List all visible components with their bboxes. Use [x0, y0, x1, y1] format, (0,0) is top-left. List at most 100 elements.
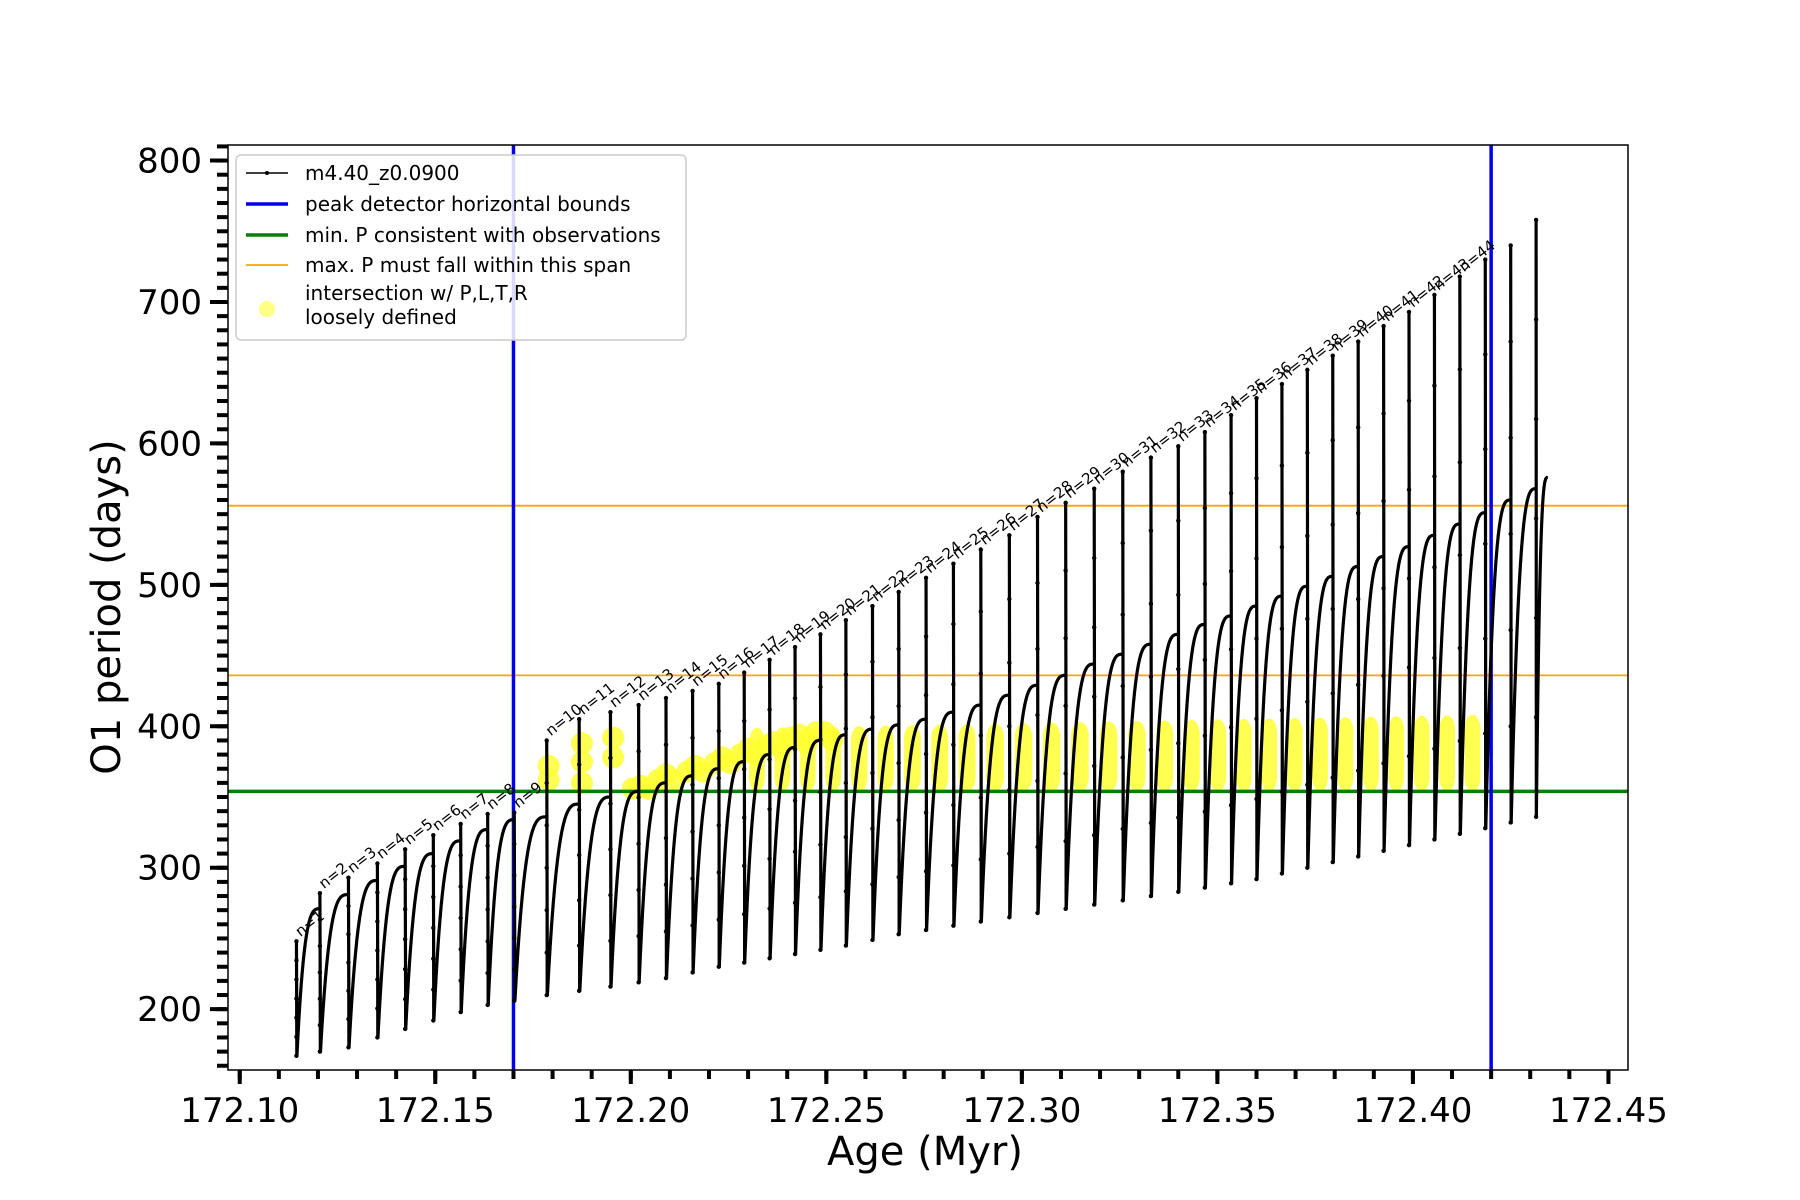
series-point [1533, 416, 1539, 422]
series-segment [486, 813, 515, 1007]
series-segment [1149, 457, 1179, 898]
series-point [663, 882, 669, 887]
series-point [690, 688, 695, 694]
series-point [294, 939, 299, 944]
legend-label: max. P must fall within this span [305, 253, 631, 277]
series-point [485, 1002, 490, 1008]
series-point [1381, 323, 1386, 329]
series-point [1432, 564, 1437, 570]
series-point [576, 717, 582, 722]
series-point [716, 775, 721, 781]
series-point [1202, 885, 1208, 890]
series-point [636, 749, 641, 754]
series-point [1176, 741, 1181, 746]
intersection-region [1286, 718, 1303, 792]
series-segment [1229, 415, 1257, 885]
series-point [792, 696, 798, 701]
series-point [1279, 463, 1285, 468]
series-point [843, 834, 849, 840]
series-point [1007, 915, 1012, 920]
series-point [1254, 556, 1259, 561]
series-point [402, 936, 408, 942]
series-segment [1035, 516, 1066, 915]
series-point [792, 900, 798, 906]
series-segment [1092, 488, 1124, 907]
series-point [923, 575, 929, 580]
series-segment [403, 849, 434, 1031]
series-point [608, 709, 613, 715]
series-point [1406, 398, 1412, 403]
axes: 172.10 172.15 172.20 172.25 172.30 172.35 172.… [137, 142, 1668, 1131]
legend-label: intersection w/ P,L,T,R [305, 281, 528, 305]
series-segment [951, 563, 982, 928]
series-point [1406, 309, 1412, 315]
series-point [294, 1015, 299, 1020]
series-point [818, 684, 823, 690]
series-point [431, 987, 436, 992]
series-point [1007, 533, 1012, 538]
series-point [1508, 243, 1513, 248]
series-segment [979, 549, 1010, 924]
series-segment [1458, 276, 1486, 836]
y-axis-title: O1 period (days) [84, 439, 130, 774]
series-segment [793, 647, 821, 956]
series-point [375, 861, 380, 866]
series-point [742, 670, 747, 675]
series-point [818, 789, 823, 795]
series-segment [1280, 384, 1308, 876]
series-point [818, 632, 823, 637]
legend-label: loosely defined [305, 305, 457, 329]
series-point [485, 970, 490, 976]
series-point [1120, 826, 1125, 832]
series-point [716, 823, 721, 828]
series-point [544, 907, 549, 913]
y-tick-label: 700 [137, 283, 202, 323]
series-point [544, 950, 549, 955]
series-point [663, 742, 669, 747]
series-point [742, 767, 747, 772]
series-point [663, 929, 669, 934]
series-point [1305, 699, 1310, 704]
series-segment [545, 740, 580, 997]
series-segment [1432, 294, 1461, 842]
series-point [818, 842, 823, 847]
series-point [1330, 522, 1335, 527]
intersection-point [821, 729, 844, 752]
series-point [512, 998, 517, 1003]
series-point [1457, 274, 1463, 279]
series-point [896, 589, 901, 595]
series-point [1533, 715, 1539, 720]
series-point [1432, 837, 1437, 842]
series-point [1063, 500, 1068, 506]
series-segment [768, 659, 796, 960]
series-segment [577, 719, 611, 993]
series-point [951, 742, 956, 747]
series-point [1228, 803, 1234, 808]
series-point [1092, 902, 1097, 907]
series-point [1120, 469, 1125, 474]
series-point [716, 728, 721, 734]
series-point [1279, 708, 1285, 713]
series-point [1483, 446, 1488, 452]
intersection-point [537, 769, 560, 792]
x-tick-label: 172.15 [376, 1091, 495, 1131]
series-point [716, 964, 721, 969]
series-point [1148, 601, 1154, 606]
series-point [663, 789, 669, 794]
series-point [1355, 511, 1361, 516]
intersection-region [1209, 719, 1227, 792]
series-segment [1356, 341, 1385, 859]
series-segment [742, 672, 771, 965]
series-point [843, 780, 849, 786]
series-point [458, 1009, 463, 1015]
series-point [1457, 460, 1463, 465]
series-segment [294, 907, 321, 1058]
series-point [1355, 339, 1361, 344]
series-point [375, 948, 380, 953]
series-point [576, 852, 582, 858]
series-point [1305, 616, 1310, 622]
series-point [1228, 881, 1234, 886]
series-segment [1407, 311, 1435, 847]
series-point [978, 671, 983, 676]
series-point [1533, 317, 1539, 322]
